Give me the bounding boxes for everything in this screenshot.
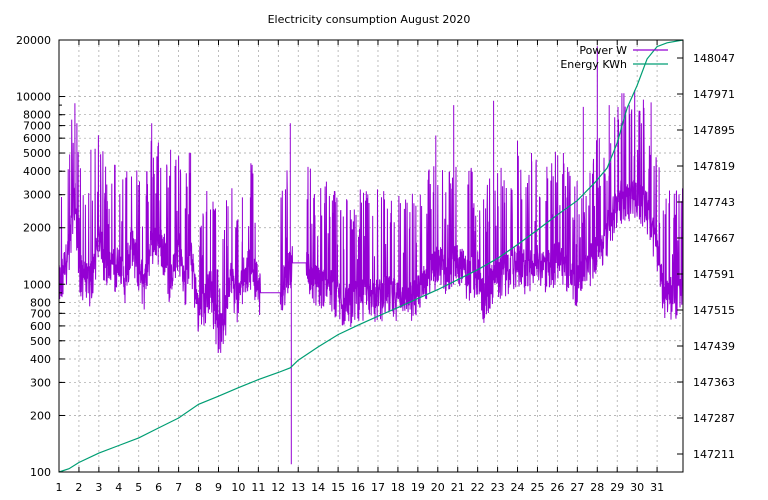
x-tick-label: 7 xyxy=(175,481,182,494)
y-tick-label: 600 xyxy=(30,320,51,333)
y2-tick-label: 147363 xyxy=(693,376,735,389)
plot-area xyxy=(58,39,684,473)
energy-series-line xyxy=(58,39,684,473)
x-tick-label: 30 xyxy=(630,481,644,494)
y-tick-label: 4000 xyxy=(23,165,51,178)
y-tick-label: 700 xyxy=(30,307,51,320)
y-tick-label: 8000 xyxy=(23,109,51,122)
y-tick-label: 7000 xyxy=(23,120,51,133)
y2-tick-label: 147819 xyxy=(693,160,735,173)
y2-tick-label: 147743 xyxy=(693,196,735,209)
chart-title: Electricity consumption August 2020 xyxy=(268,13,471,26)
x-tick-label: 22 xyxy=(471,481,485,494)
x-tick-label: 2 xyxy=(75,481,82,494)
x-tick-label: 14 xyxy=(311,481,325,494)
y-tick-label: 1000 xyxy=(23,278,51,291)
x-tick-label: 8 xyxy=(195,481,202,494)
y-tick-label: 100 xyxy=(30,466,51,479)
y-tick-label: 400 xyxy=(30,353,51,366)
y2-tick-label: 148047 xyxy=(693,52,735,65)
x-tick-label: 11 xyxy=(251,481,265,494)
power-series-line xyxy=(58,46,684,465)
axes: 1 2 3 4 5 6 7 8 9 10 11 12 13 14 15 16 17 18 19 20 21 22 23 24 2… xyxy=(16,34,735,494)
x-tick-label: 9 xyxy=(215,481,222,494)
x-tick-label: 31 xyxy=(650,481,664,494)
y-tick-label: 5000 xyxy=(23,147,51,160)
x-tick-label: 4 xyxy=(115,481,122,494)
x-tick-label: 29 xyxy=(610,481,624,494)
y2-tick-label: 147667 xyxy=(693,232,735,245)
y2-tick-label: 147971 xyxy=(693,88,735,101)
x-tick-label: 10 xyxy=(231,481,245,494)
x-tick-label: 18 xyxy=(391,481,405,494)
y-tick-label: 10000 xyxy=(16,91,51,104)
y2-tick-label: 147591 xyxy=(693,268,735,281)
y-tick-label: 3000 xyxy=(23,189,51,202)
x-tick-label: 23 xyxy=(491,481,505,494)
x-tick-label: 3 xyxy=(95,481,102,494)
y-tick-label: 6000 xyxy=(23,132,51,145)
x-tick-label: 13 xyxy=(291,481,305,494)
y2-tick-label: 147895 xyxy=(693,124,735,137)
y-tick-label: 500 xyxy=(30,335,51,348)
x-tick-label: 20 xyxy=(431,481,445,494)
x-tick-label: 19 xyxy=(411,481,425,494)
legend-label: Power W xyxy=(579,44,627,57)
x-tick-label: 16 xyxy=(351,481,365,494)
x-tick-label: 27 xyxy=(570,481,584,494)
x-tick-label: 25 xyxy=(530,481,544,494)
y-tick-label: 800 xyxy=(30,296,51,309)
x-tick-label: 5 xyxy=(135,481,142,494)
y-tick-label: 2000 xyxy=(23,222,51,235)
y-tick-label: 200 xyxy=(30,409,51,422)
y2-tick-label: 147439 xyxy=(693,340,735,353)
plot-frame xyxy=(58,39,684,473)
x-tick-label: 6 xyxy=(155,481,162,494)
x-tick-label: 15 xyxy=(331,481,345,494)
y2-tick-label: 147287 xyxy=(693,412,735,425)
y-tick-label: 20000 xyxy=(16,34,51,47)
y-tick-label: 300 xyxy=(30,376,51,389)
y2-tick-label: 147515 xyxy=(693,304,735,317)
x-tick-label: 17 xyxy=(371,481,385,494)
x-tick-label: 12 xyxy=(271,481,285,494)
legend-label: Energy KWh xyxy=(560,58,627,71)
x-tick-label: 24 xyxy=(511,481,525,494)
x-tick-label: 21 xyxy=(451,481,465,494)
x-tick-label: 28 xyxy=(590,481,604,494)
y2-tick-label: 147211 xyxy=(693,448,735,461)
x-tick-label: 1 xyxy=(56,481,63,494)
x-tick-label: 26 xyxy=(550,481,564,494)
